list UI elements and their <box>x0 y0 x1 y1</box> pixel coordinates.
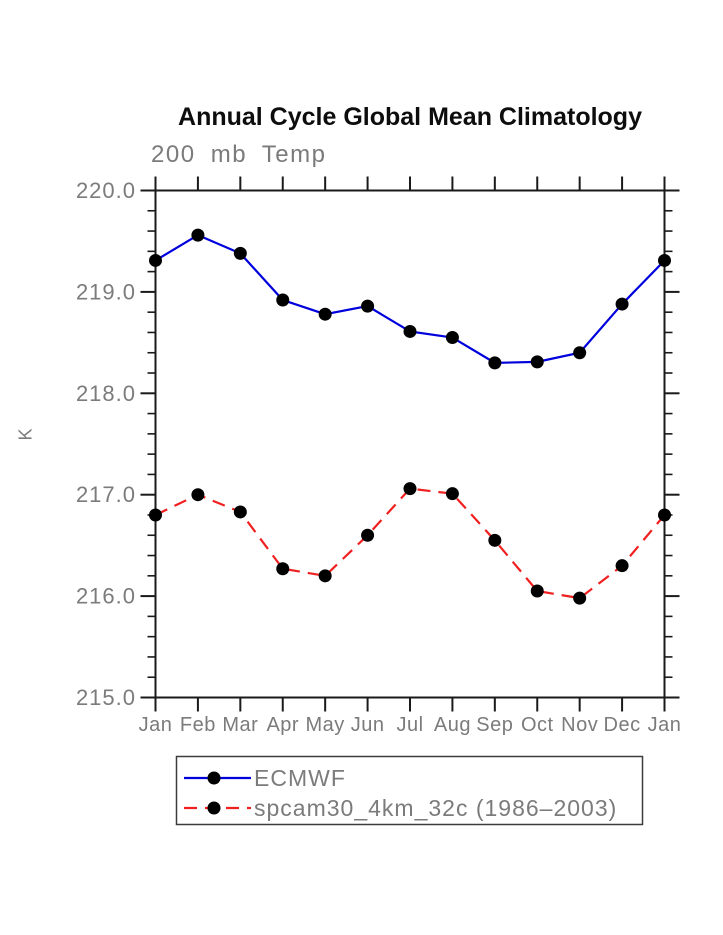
x-tick-label: Oct <box>521 714 554 736</box>
series-line-spcam <box>155 487 666 600</box>
y-tick-label: 215.0 <box>76 685 136 710</box>
data-point-marker <box>403 482 417 496</box>
x-tick-label: Feb <box>180 714 216 736</box>
x-tick-label: Jun <box>351 714 385 736</box>
data-point-marker <box>361 528 375 542</box>
x-tick-label: Aug <box>434 714 471 736</box>
y-tick-label: 219.0 <box>76 279 136 304</box>
x-tick-label: Jul <box>396 714 423 736</box>
data-point-marker <box>488 533 502 547</box>
x-tick-label: Nov <box>561 714 598 736</box>
data-point-marker <box>233 505 247 519</box>
data-point-marker <box>530 584 544 598</box>
data-point-marker <box>276 562 290 576</box>
plot-frame <box>154 189 666 699</box>
data-point-marker <box>445 331 459 345</box>
data-point-marker <box>403 324 417 338</box>
data-point-marker <box>318 307 332 321</box>
data-point-marker <box>191 228 205 242</box>
data-point-marker <box>615 559 629 573</box>
legend-marker <box>207 801 221 815</box>
y-tick-label: 220.0 <box>76 178 136 203</box>
data-point-marker <box>318 569 332 583</box>
x-tick-label: Jan <box>139 714 173 736</box>
chart-title: Annual Cycle Global Mean Climatology <box>178 103 642 131</box>
x-tick-label: Mar <box>222 714 258 736</box>
legend-label: ECMWF <box>254 765 346 791</box>
data-point-marker <box>658 253 671 267</box>
y-tick-label: 217.0 <box>76 482 136 507</box>
data-point-marker <box>488 356 502 370</box>
series-line-ecmwf <box>154 233 666 364</box>
x-tick-label: Sep <box>476 714 513 736</box>
data-point-marker <box>149 253 162 267</box>
x-tick-label: Jan <box>648 714 682 736</box>
data-point-marker <box>191 488 205 502</box>
x-tick-label: May <box>306 714 345 736</box>
data-point-marker <box>658 508 671 522</box>
x-tick-label: Apr <box>266 714 299 736</box>
legend-label: spcam30_4km_32c (1986–2003) <box>254 795 617 821</box>
data-point-marker <box>445 487 459 501</box>
data-point-marker <box>615 297 629 311</box>
y-tick-label: 218.0 <box>76 381 136 406</box>
chart-subtitle: 200 mb Temp <box>151 141 327 168</box>
legend-marker <box>207 771 221 785</box>
data-point-marker <box>573 346 587 360</box>
legend-box <box>175 755 644 826</box>
y-tick-label: 216.0 <box>76 584 136 609</box>
data-point-marker <box>530 355 544 369</box>
data-point-marker <box>149 508 162 522</box>
data-point-marker <box>276 293 290 307</box>
data-point-marker <box>233 246 247 260</box>
data-point-marker <box>361 299 375 313</box>
x-tick-label: Dec <box>604 714 641 736</box>
data-point-marker <box>573 591 587 605</box>
